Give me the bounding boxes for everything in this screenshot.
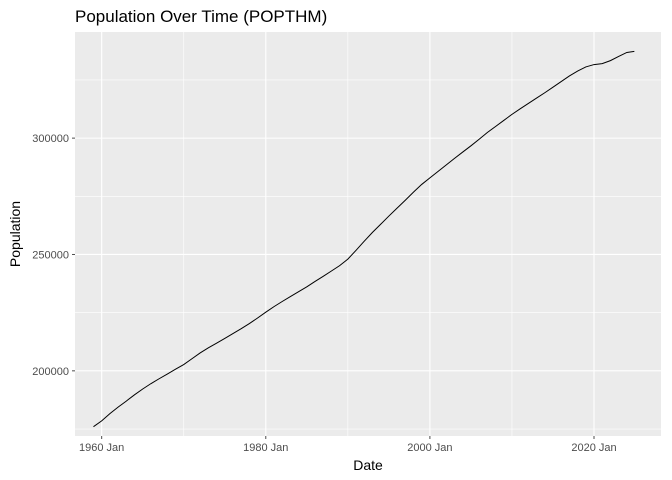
population-series-line (93, 50, 635, 428)
y-tick-label: 300000 (32, 133, 69, 145)
x-tick-label: 1960 Jan (79, 442, 124, 454)
y-tick-label: 200000 (32, 366, 69, 378)
x-tick-label: 1980 Jan (243, 442, 288, 454)
y-axis: 200000 250000 300000 (32, 133, 75, 378)
y-axis-title: Population (7, 201, 23, 267)
x-tick-label: 2020 Jan (571, 442, 616, 454)
minor-gridlines (75, 32, 661, 436)
y-tick-label: 250000 (32, 249, 69, 261)
x-tick-label: 2000 Jan (407, 442, 452, 454)
x-axis-title: Date (353, 457, 383, 473)
x-axis: 1960 Jan 1980 Jan 2000 Jan 2020 Jan (79, 436, 617, 454)
plot-panel (75, 32, 661, 436)
chart-title: Population Over Time (POPTHM) (75, 7, 327, 26)
major-gridlines (75, 32, 661, 436)
